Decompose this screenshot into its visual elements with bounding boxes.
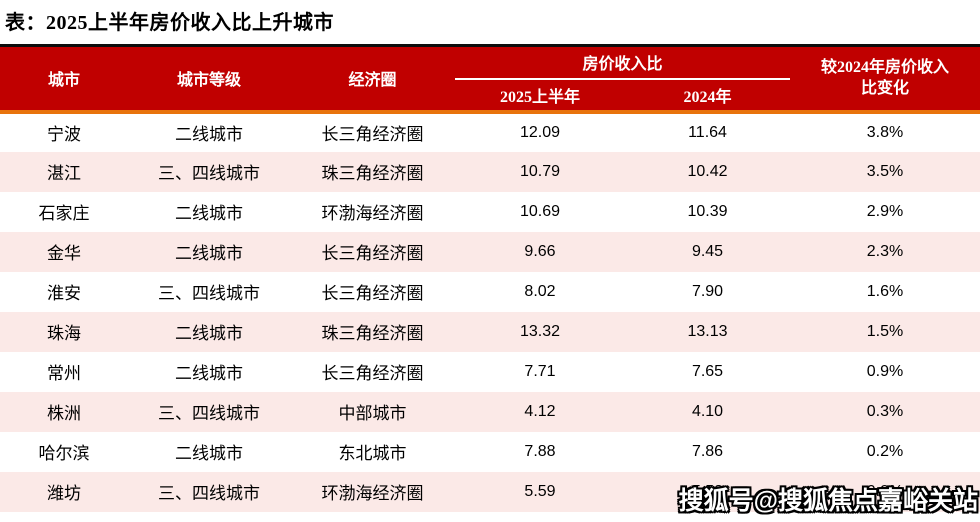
cell-tier: 三、四线城市 bbox=[158, 404, 260, 423]
cell-city: 潍坊 bbox=[47, 484, 81, 503]
header-circle: 经济圈 bbox=[290, 45, 455, 112]
cell-change: 2.3% bbox=[866, 242, 904, 260]
header-row-sub: 2025上半年 2024年 bbox=[0, 78, 980, 112]
table-body: 宁波 二线城市 长三角经济圈 12.09 11.64 3.8% 湛江 三、四线城… bbox=[0, 109, 980, 512]
table-row: 潍坊 三、四线城市 环渤海经济圈 5.59 5.58 0.2% bbox=[0, 471, 980, 512]
table-row: 淮安 三、四线城市 长三角经济圈 8.02 7.90 1.6% bbox=[0, 271, 980, 312]
cell-circle: 环渤海经济圈 bbox=[321, 204, 424, 223]
cell-ratio-2024: 9.45 bbox=[691, 242, 724, 260]
cell-city: 哈尔滨 bbox=[38, 444, 90, 463]
cell-ratio-2025: 8.02 bbox=[524, 282, 556, 300]
cell-ratio-2025: 7.71 bbox=[524, 362, 556, 380]
cell-change: 3.8% bbox=[790, 109, 980, 152]
cell-change: 0.9% bbox=[866, 362, 904, 380]
header-tier: 城市等级 bbox=[128, 45, 290, 112]
cell-circle: 东北城市 bbox=[338, 444, 407, 463]
cell-ratio-2025: 9.66 bbox=[524, 242, 556, 260]
cell-ratio-2024: 13.13 bbox=[687, 322, 728, 340]
cell-circle: 中部城市 bbox=[338, 404, 407, 423]
cell-city: 常州 bbox=[47, 364, 81, 383]
table-row: 珠海 二线城市 珠三角经济圈 13.32 13.13 1.5% bbox=[0, 311, 980, 352]
cell-tier: 二线城市 bbox=[175, 244, 243, 263]
table-row: 宁波 二线城市 长三角经济圈 12.09 11.64 3.8% bbox=[0, 109, 980, 152]
cell-ratio-2024: 7.86 bbox=[691, 442, 724, 460]
header-change: 较2024年房价收入 比变化 bbox=[790, 45, 980, 112]
cell-change: 2.9% bbox=[866, 202, 904, 220]
cell-ratio-2024: 5.58 bbox=[691, 482, 724, 500]
cell-ratio-2024: 10.42 bbox=[687, 162, 728, 180]
cell-tier: 二线城市 bbox=[175, 444, 243, 463]
cell-ratio-2025: 10.69 bbox=[519, 202, 561, 220]
cell-ratio-2025: 7.88 bbox=[524, 442, 556, 460]
cell-city: 宁波 bbox=[0, 109, 128, 152]
cell-circle: 长三角经济圈 bbox=[321, 284, 424, 303]
cell-circle: 珠三角经济圈 bbox=[321, 164, 424, 183]
cell-circle: 长三角经济圈 bbox=[321, 364, 424, 383]
cell-tier: 二线城市 bbox=[175, 324, 243, 343]
cell-change: 0.2% bbox=[866, 442, 904, 460]
cell-change: 0.3% bbox=[866, 402, 904, 420]
table-row: 石家庄 二线城市 环渤海经济圈 10.69 10.39 2.9% bbox=[0, 191, 980, 232]
cell-change: 1.6% bbox=[866, 282, 904, 300]
cell-ratio-2024: 4.10 bbox=[691, 402, 724, 420]
cell-tier: 三、四线城市 bbox=[158, 164, 260, 183]
cell-city: 珠海 bbox=[47, 324, 81, 343]
cell-ratio-2025: 13.32 bbox=[519, 322, 561, 340]
cell-circle: 珠三角经济圈 bbox=[321, 324, 424, 343]
cell-tier: 二线城市 bbox=[175, 204, 243, 223]
cell-ratio-2024: 11.64 bbox=[625, 109, 791, 152]
cell-ratio-2025: 4.12 bbox=[524, 402, 556, 420]
header-ratio-group: 房价收入比 bbox=[455, 45, 791, 80]
cell-tier: 三、四线城市 bbox=[158, 284, 260, 303]
cell-ratio-2025: 12.09 bbox=[455, 109, 625, 152]
cell-ratio-2025: 5.59 bbox=[524, 482, 556, 500]
cell-ratio-2025: 10.79 bbox=[519, 162, 561, 180]
cell-circle: 长三角经济圈 bbox=[321, 244, 424, 263]
price-income-ratio-table: 城市 城市等级 经济圈 房价收入比 较2024年房价收入 比变化 2025上半年… bbox=[0, 44, 980, 512]
header-2024: 2024年 bbox=[625, 78, 791, 112]
cell-city: 石家庄 bbox=[38, 204, 90, 223]
cell-city: 金华 bbox=[47, 244, 81, 263]
cell-city: 淮安 bbox=[47, 284, 81, 303]
table-row: 湛江 三、四线城市 珠三角经济圈 10.79 10.42 3.5% bbox=[0, 151, 980, 192]
cell-circle: 环渤海经济圈 bbox=[321, 484, 424, 503]
cell-ratio-2024: 7.65 bbox=[691, 362, 724, 380]
cell-change: 1.5% bbox=[866, 322, 904, 340]
cell-tier: 二线城市 bbox=[175, 364, 243, 383]
header-city: 城市 bbox=[0, 45, 128, 112]
cell-ratio-2024: 10.39 bbox=[687, 202, 728, 220]
cell-tier: 三、四线城市 bbox=[158, 484, 260, 503]
cell-tier: 二线城市 bbox=[128, 109, 290, 152]
header-row-top: 城市 城市等级 经济圈 房价收入比 较2024年房价收入 比变化 bbox=[0, 45, 980, 112]
cell-change: 3.5% bbox=[866, 162, 904, 180]
cell-circle: 长三角经济圈 bbox=[290, 109, 455, 152]
cell-ratio-2024: 7.90 bbox=[691, 282, 724, 300]
page-title: 表：2025上半年房价收入比上升城市 bbox=[5, 12, 334, 34]
watermark: 搜狐号@搜狐焦点嘉峪关站 bbox=[678, 487, 978, 515]
table-row: 哈尔滨 二线城市 东北城市 7.88 7.86 0.2% bbox=[0, 431, 980, 472]
header-2025-h1: 2025上半年 bbox=[455, 78, 625, 112]
cell-city: 湛江 bbox=[47, 164, 81, 183]
cell-change: 0.2% bbox=[866, 482, 904, 500]
table-header: 城市 城市等级 经济圈 房价收入比 较2024年房价收入 比变化 2025上半年… bbox=[0, 45, 980, 112]
table-row: 金华 二线城市 长三角经济圈 9.66 9.45 2.3% bbox=[0, 231, 980, 272]
cell-city: 株洲 bbox=[47, 404, 81, 423]
table-row: 常州 二线城市 长三角经济圈 7.71 7.65 0.9% bbox=[0, 351, 980, 392]
table-row: 株洲 三、四线城市 中部城市 4.12 4.10 0.3% bbox=[0, 391, 980, 432]
